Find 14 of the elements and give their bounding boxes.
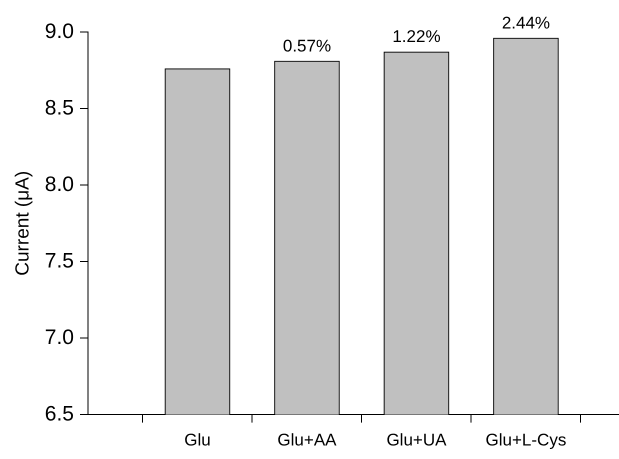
annotation: 0.57%	[282, 36, 332, 56]
annotation: 1.22%	[392, 27, 441, 46]
x-tick-label: Glu+UA	[386, 430, 448, 450]
annotation: 2.44%	[502, 13, 550, 32]
y-tick-label: 7.5	[44, 249, 74, 272]
x-tick-label: Glu	[184, 430, 211, 450]
y-tick-label: 8.5	[44, 96, 74, 120]
x-tick-label: Glu+AA	[277, 430, 338, 450]
y-tick-label: 9.0	[44, 20, 74, 43]
y-tick-label: 7.0	[44, 326, 74, 349]
y-tick-label: 8.0	[44, 172, 74, 196]
y-axis-title: Current (μA)	[12, 170, 34, 276]
y-tick-label: 6.5	[44, 402, 74, 426]
x-tick-label: Glu+L-Cys	[486, 430, 566, 450]
